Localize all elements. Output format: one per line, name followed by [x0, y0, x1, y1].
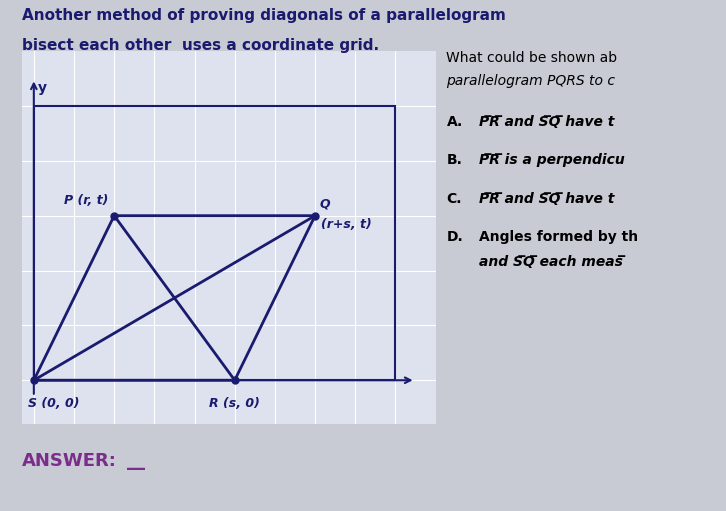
Text: C.: C.	[446, 192, 462, 205]
Text: S (0, 0): S (0, 0)	[28, 397, 79, 410]
Text: B.: B.	[446, 153, 462, 167]
Text: Angles formed by th: Angles formed by th	[479, 230, 638, 244]
Text: bisect each other  uses a coordinate grid.: bisect each other uses a coordinate grid…	[22, 38, 379, 53]
Text: P̅R̅ is a perpendicu: P̅R̅ is a perpendicu	[479, 153, 625, 167]
Text: What could be shown ab: What could be shown ab	[446, 51, 618, 65]
Text: __: __	[127, 452, 145, 470]
Text: and S̅Q̅ each meas̅: and S̅Q̅ each meas̅	[479, 256, 623, 269]
Text: Another method of proving diagonals of a parallelogram: Another method of proving diagonals of a…	[22, 8, 505, 22]
Text: (r+s, t): (r+s, t)	[321, 218, 372, 231]
Text: y: y	[38, 81, 47, 95]
Text: P (r, t): P (r, t)	[64, 195, 108, 207]
Text: A.: A.	[446, 115, 462, 129]
Text: R (s, 0): R (s, 0)	[209, 397, 260, 410]
Bar	[34, 106, 396, 380]
Text: P̅R̅ and S̅Q̅ have t: P̅R̅ and S̅Q̅ have t	[479, 115, 614, 129]
Text: parallelogram PQRS to c: parallelogram PQRS to c	[446, 74, 616, 88]
Text: D.: D.	[446, 230, 463, 244]
Text: P̅R̅ and S̅Q̅ have t: P̅R̅ and S̅Q̅ have t	[479, 192, 614, 205]
Text: Q: Q	[319, 197, 330, 210]
Text: ANSWER:: ANSWER:	[22, 452, 117, 470]
